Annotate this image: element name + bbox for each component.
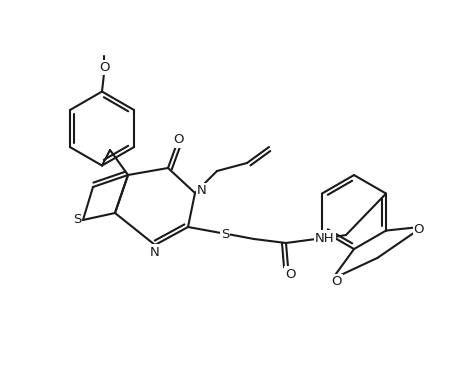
Text: S: S <box>73 214 81 227</box>
Text: N: N <box>150 246 160 258</box>
Text: O: O <box>100 61 110 74</box>
Text: N: N <box>197 184 207 197</box>
Text: O: O <box>285 268 295 280</box>
Text: NH: NH <box>315 231 335 245</box>
Text: S: S <box>221 227 229 241</box>
Text: O: O <box>174 134 184 146</box>
Text: O: O <box>414 223 424 236</box>
Text: O: O <box>331 276 341 288</box>
